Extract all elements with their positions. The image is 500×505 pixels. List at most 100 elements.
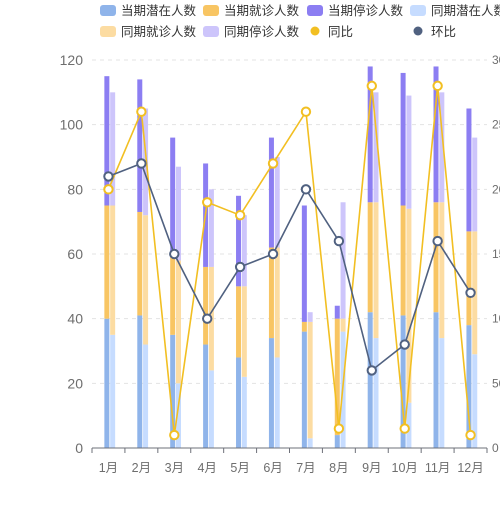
- bar-segment[interactable]: [203, 266, 209, 345]
- bar-segment[interactable]: [307, 321, 313, 439]
- bar-segment[interactable]: [400, 205, 406, 316]
- data-point[interactable]: [399, 423, 410, 434]
- bar-segment[interactable]: [334, 435, 340, 448]
- bar-segment[interactable]: [203, 344, 209, 448]
- data-point[interactable]: [267, 248, 279, 260]
- bar-segment[interactable]: [472, 354, 478, 448]
- data-point[interactable]: [103, 184, 114, 195]
- bar-segment[interactable]: [406, 208, 412, 403]
- bar-segment[interactable]: [236, 195, 242, 287]
- bar-segment[interactable]: [373, 202, 379, 339]
- bar-segment[interactable]: [208, 370, 214, 448]
- bar-segment[interactable]: [433, 312, 439, 448]
- bar-segment[interactable]: [143, 344, 149, 448]
- bar-segment[interactable]: [110, 334, 116, 448]
- bar-segment[interactable]: [175, 383, 181, 448]
- legend-item[interactable]: 同期停诊人数: [203, 24, 300, 39]
- bar-segment[interactable]: [170, 334, 176, 448]
- bar-segment[interactable]: [268, 137, 274, 248]
- legend-item[interactable]: 当期就诊人数: [203, 3, 300, 18]
- bar-segment[interactable]: [472, 137, 478, 232]
- bar-segment[interactable]: [373, 338, 379, 448]
- bar-segment[interactable]: [439, 92, 445, 203]
- bar-segment[interactable]: [367, 66, 373, 203]
- bar-segment[interactable]: [236, 286, 242, 358]
- bar-segment[interactable]: [307, 312, 313, 322]
- bar-segment[interactable]: [104, 205, 110, 319]
- x-tick-label: 1月: [99, 461, 118, 475]
- data-point[interactable]: [432, 235, 443, 247]
- bar-segment[interactable]: [175, 166, 181, 261]
- bar-segment[interactable]: [241, 215, 247, 287]
- bar-segment[interactable]: [433, 202, 439, 313]
- data-point[interactable]: [366, 365, 377, 376]
- bar-segment[interactable]: [137, 315, 143, 448]
- data-point[interactable]: [202, 313, 213, 324]
- legend-item[interactable]: 环比: [413, 25, 457, 39]
- bar-segment[interactable]: [241, 286, 247, 377]
- data-point[interactable]: [366, 80, 377, 92]
- data-point[interactable]: [267, 158, 279, 169]
- bar-segment[interactable]: [406, 95, 412, 209]
- legend-item[interactable]: 同比: [310, 25, 354, 39]
- bar-segment[interactable]: [367, 202, 373, 313]
- data-point[interactable]: [333, 235, 345, 247]
- data-point[interactable]: [300, 184, 312, 195]
- bar-segment[interactable]: [307, 438, 313, 448]
- legend-item[interactable]: 同期就诊人数: [100, 24, 197, 39]
- data-point[interactable]: [136, 158, 147, 169]
- bar-segment[interactable]: [274, 157, 280, 248]
- bar-segment[interactable]: [439, 202, 445, 339]
- data-point[interactable]: [399, 339, 410, 350]
- data-point[interactable]: [169, 248, 180, 260]
- data-point[interactable]: [103, 171, 114, 182]
- bar-segment[interactable]: [143, 215, 149, 345]
- bar-segment[interactable]: [466, 108, 472, 232]
- bar-segment[interactable]: [301, 321, 307, 332]
- bar-segment[interactable]: [406, 402, 412, 448]
- bar-segment[interactable]: [367, 312, 373, 448]
- bar-segment[interactable]: [104, 318, 110, 448]
- data-point[interactable]: [333, 423, 345, 434]
- bar-segment[interactable]: [170, 137, 176, 254]
- legend-item[interactable]: 当期停诊人数: [307, 3, 404, 18]
- legend-item[interactable]: 同期潜在人数: [410, 3, 500, 18]
- y-left-tick-label: 120: [60, 52, 84, 68]
- bar-segment[interactable]: [241, 376, 247, 448]
- bar-segment[interactable]: [301, 205, 307, 322]
- bar-segment[interactable]: [301, 331, 307, 448]
- bar-segment[interactable]: [137, 79, 143, 212]
- bar-segment[interactable]: [433, 66, 439, 203]
- legend-item[interactable]: 当期潜在人数: [100, 3, 197, 18]
- bar-segment[interactable]: [274, 247, 280, 358]
- bar-segment[interactable]: [334, 305, 340, 319]
- bar-segment[interactable]: [208, 189, 214, 267]
- bar-segment[interactable]: [110, 92, 116, 206]
- data-point[interactable]: [465, 429, 476, 441]
- bar-segment[interactable]: [466, 325, 472, 448]
- bar-segment[interactable]: [373, 92, 379, 203]
- bar-segment[interactable]: [268, 247, 274, 339]
- data-point[interactable]: [169, 429, 180, 441]
- bar-segment[interactable]: [175, 260, 181, 384]
- bar-segment[interactable]: [334, 318, 340, 436]
- bar-segment[interactable]: [400, 72, 406, 206]
- data-point[interactable]: [432, 80, 443, 92]
- data-point[interactable]: [202, 197, 213, 208]
- bar-segment[interactable]: [466, 231, 472, 326]
- bar-segment[interactable]: [110, 205, 116, 335]
- data-point[interactable]: [234, 210, 246, 221]
- bar-segment[interactable]: [274, 357, 280, 448]
- bar-segment[interactable]: [170, 254, 176, 335]
- bar-segment[interactable]: [340, 318, 346, 332]
- data-point[interactable]: [300, 106, 312, 117]
- bar-segment[interactable]: [104, 76, 110, 206]
- data-point[interactable]: [465, 287, 476, 298]
- bar-segment[interactable]: [439, 338, 445, 448]
- bar-segment[interactable]: [137, 211, 143, 316]
- data-point[interactable]: [234, 261, 246, 273]
- bar-segment[interactable]: [268, 338, 274, 448]
- data-point[interactable]: [136, 106, 147, 117]
- bar-segment[interactable]: [400, 315, 406, 448]
- bar-segment[interactable]: [236, 357, 242, 448]
